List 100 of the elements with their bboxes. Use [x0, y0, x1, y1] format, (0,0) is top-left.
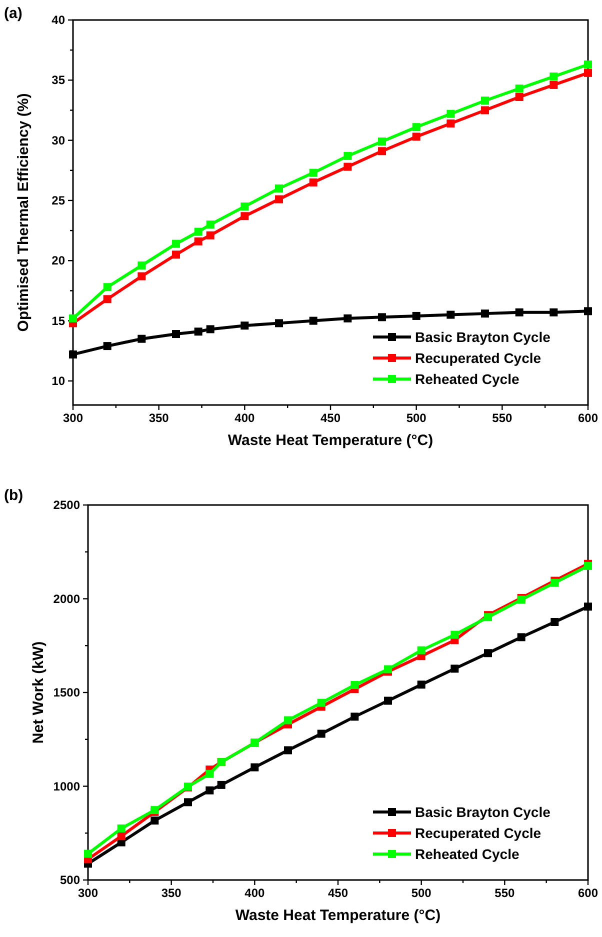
point	[206, 231, 214, 240]
point	[481, 106, 489, 114]
point	[584, 68, 592, 77]
point	[344, 162, 352, 171]
point	[350, 712, 359, 721]
point	[275, 184, 283, 192]
point	[450, 630, 459, 639]
point	[515, 93, 524, 101]
point	[240, 202, 249, 210]
chart-title: (b)	[4, 487, 24, 504]
point	[384, 696, 392, 705]
point	[194, 228, 202, 236]
y-tick-label: 30	[52, 133, 66, 148]
legend-label: Recuperated Cycle	[415, 350, 542, 366]
x-tick-label: 550	[494, 886, 515, 900]
point	[69, 350, 77, 358]
point	[69, 314, 77, 322]
point	[350, 681, 359, 689]
point	[417, 680, 426, 689]
y-tick-label: 2000	[53, 592, 80, 606]
x-axis-title: Waste Heat Temperature (°C)	[235, 907, 441, 924]
point	[117, 824, 126, 832]
point	[275, 319, 283, 328]
point	[584, 307, 592, 316]
point	[206, 220, 214, 229]
point	[484, 649, 492, 658]
point	[172, 250, 180, 259]
x-tick-label: 600	[578, 886, 598, 900]
x-tick-label: 400	[244, 886, 265, 900]
point	[240, 212, 249, 220]
x-tick-label: 600	[578, 411, 598, 425]
point	[284, 746, 292, 754]
point	[515, 84, 524, 93]
point	[446, 119, 455, 128]
point	[103, 295, 112, 304]
x-tick-label: 450	[328, 886, 348, 900]
point	[250, 763, 259, 772]
y-axis-title: Net Work (kW)	[30, 641, 47, 744]
point	[384, 665, 392, 674]
point	[584, 60, 592, 69]
legend-label: Reheated Cycle	[415, 371, 520, 387]
point	[84, 850, 92, 858]
chart-title: (a)	[4, 5, 22, 22]
x-tick-label: 350	[161, 886, 182, 900]
point	[515, 308, 524, 316]
point	[172, 330, 180, 338]
y-tick-label: 40	[52, 13, 66, 27]
y-axis-title: Optimised Thermal Efficiency (%)	[15, 93, 32, 332]
point	[550, 308, 558, 316]
point	[412, 123, 420, 132]
point	[550, 618, 559, 626]
x-tick-label: 400	[234, 411, 255, 425]
point	[517, 633, 526, 642]
y-tick-label: 10	[52, 374, 66, 388]
y-tick-label: 35	[52, 73, 66, 88]
point	[172, 240, 180, 248]
point	[412, 132, 420, 141]
point	[206, 325, 214, 334]
point	[206, 786, 214, 794]
point	[117, 832, 126, 840]
point	[378, 147, 386, 156]
point	[446, 310, 455, 319]
x-tick-label: 500	[411, 886, 432, 900]
point	[481, 310, 489, 318]
point	[309, 316, 318, 325]
point	[481, 96, 489, 105]
point	[103, 342, 112, 350]
point	[194, 237, 202, 246]
point	[309, 178, 318, 186]
point	[240, 322, 249, 330]
point	[317, 730, 326, 738]
point	[309, 168, 318, 177]
y-tick-label: 15	[52, 314, 66, 328]
y-tick-label: 25	[52, 193, 66, 208]
x-tick-label: 500	[406, 411, 427, 425]
point	[378, 138, 386, 146]
point	[412, 312, 420, 320]
point	[450, 664, 459, 673]
point	[284, 716, 292, 724]
point	[550, 72, 558, 81]
point	[378, 313, 386, 322]
point	[184, 798, 192, 806]
point	[550, 80, 558, 89]
point	[344, 314, 352, 322]
x-tick-label: 350	[148, 411, 170, 425]
point	[417, 646, 426, 654]
point	[103, 283, 112, 292]
y-tick-label: 500	[60, 873, 80, 887]
x-tick-label: 550	[492, 411, 512, 425]
point	[217, 780, 226, 789]
point	[206, 770, 214, 778]
x-tick-label: 300	[62, 411, 84, 425]
y-tick-label: 1000	[53, 779, 80, 794]
point	[138, 261, 146, 270]
point	[275, 195, 283, 204]
point	[138, 272, 146, 280]
legend-label: Recuperated Cycle	[415, 825, 542, 841]
y-tick-label: 1500	[53, 686, 80, 700]
point	[344, 152, 352, 160]
point	[446, 110, 455, 118]
